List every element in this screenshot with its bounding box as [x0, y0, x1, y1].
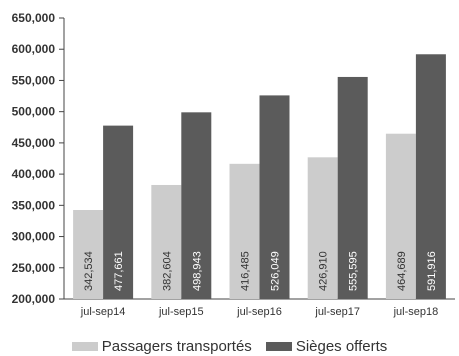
y-tick-label: 300,000	[12, 230, 56, 244]
y-axis-ticks: 200,000 250,000 300,000 350,000 400,000 450,0…	[12, 11, 64, 306]
bar	[259, 95, 290, 299]
y-tick-label: 400,000	[12, 167, 56, 181]
y-tick-label: 250,000	[12, 261, 56, 275]
data-label: 382,604	[161, 251, 173, 291]
y-tick-label: 450,000	[12, 136, 56, 150]
legend-item-sieges: Sièges offerts	[265, 338, 388, 355]
data-label: 526,049	[270, 251, 282, 291]
bar	[181, 112, 212, 299]
bar	[385, 133, 416, 299]
bar	[337, 76, 368, 299]
data-label: 342,534	[83, 251, 95, 291]
legend-item-passagers: Passagers transportés	[71, 338, 252, 355]
data-label: 498,943	[191, 251, 203, 291]
bar	[73, 209, 104, 299]
x-axis-ticks: jul-sep14 jul-sep15 jul-sep16 jul-sep17 jul-…	[80, 306, 438, 318]
bar	[415, 54, 446, 299]
data-label: 591,916	[426, 251, 438, 291]
x-tick-label: jul-sep17	[314, 306, 360, 318]
data-label: 555,595	[348, 251, 360, 291]
data-label: 426,910	[318, 251, 330, 291]
data-label: 416,485	[240, 251, 252, 291]
bar	[307, 157, 338, 299]
y-tick-label: 650,000	[12, 11, 56, 25]
y-tick-label: 600,000	[12, 42, 56, 56]
legend-label-passagers: Passagers transportés	[101, 338, 252, 355]
data-label: 477,661	[113, 251, 125, 291]
legend-swatch-sieges	[265, 342, 292, 351]
y-tick-label: 200,000	[12, 292, 56, 306]
data-labels: 342,534 477,661 382,604 498,943 416,485 526,0…	[83, 251, 438, 291]
bar	[229, 163, 260, 299]
x-tick-label: jul-sep14	[80, 306, 126, 318]
legend-label-sieges: Sièges offerts	[295, 338, 388, 355]
bar-chart: 200,000 250,000 300,000 350,000 400,000 450,0…	[12, 11, 455, 318]
data-label: 464,689	[396, 251, 408, 291]
x-tick-label: jul-sep16	[236, 306, 282, 318]
bars	[73, 54, 446, 299]
y-tick-label: 550,000	[12, 73, 56, 87]
x-tick-label: jul-sep15	[158, 306, 204, 318]
bar	[103, 125, 134, 299]
y-tick-label: 350,000	[12, 198, 56, 212]
y-tick-label: 500,000	[12, 105, 56, 119]
legend: Passagers transportés Sièges offerts	[0, 337, 459, 356]
bar	[151, 184, 182, 299]
legend-swatch-passagers	[71, 342, 98, 351]
x-tick-label: jul-sep18	[393, 306, 439, 318]
